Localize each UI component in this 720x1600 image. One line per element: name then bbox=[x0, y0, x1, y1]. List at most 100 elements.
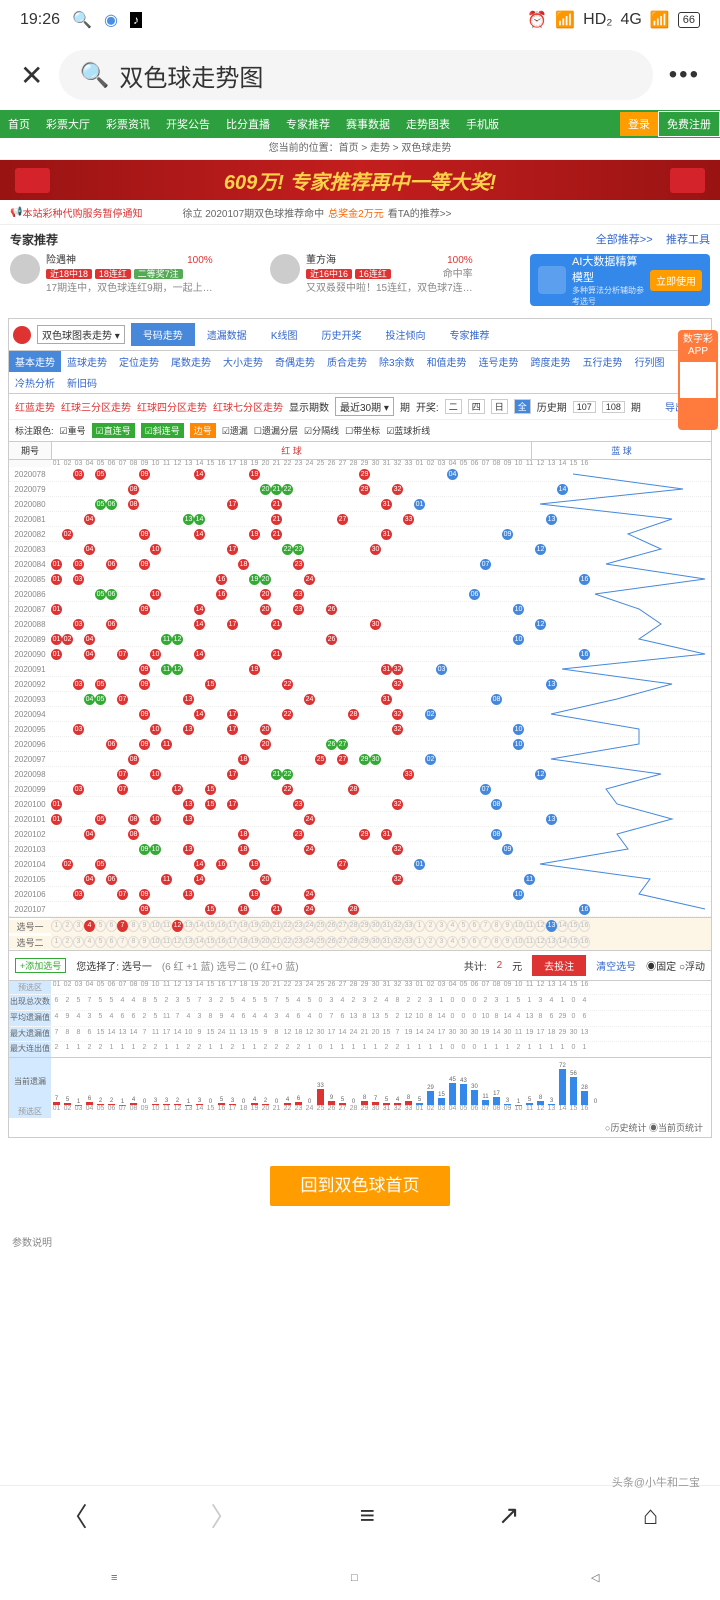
region-tab[interactable]: 红蓝走势 bbox=[15, 399, 55, 414]
nav-news[interactable]: 彩票资讯 bbox=[98, 116, 158, 132]
trend-chart: 双色球图表走势 ▾ 号码走势 遗漏数据 K线图 历史开奖 投注倾向 专家推荐 基… bbox=[8, 318, 712, 1138]
home-icon[interactable]: ⌂ bbox=[643, 1500, 659, 1531]
more-icon[interactable]: ••• bbox=[669, 61, 700, 89]
day-btn[interactable]: 日 bbox=[491, 399, 508, 414]
nav-data[interactable]: 赛事数据 bbox=[338, 116, 398, 132]
watermark: 头条@小牛和二宝 bbox=[612, 1474, 700, 1490]
sys-menu-icon[interactable]: ≡ bbox=[111, 1572, 129, 1584]
region-tab[interactable]: 红球四分区走势 bbox=[137, 399, 207, 414]
subtab[interactable]: 冷热分析 bbox=[9, 372, 61, 393]
region-tab[interactable]: 红球七分区走势 bbox=[213, 399, 283, 414]
all-experts-link[interactable]: 全部推荐>> bbox=[596, 234, 653, 246]
action-row: +添加选号 您选择了: 选号一 (6 红 +1 蓝) 选号二 (0 红+0 蓝)… bbox=[9, 950, 711, 980]
nav-trend[interactable]: 走势图表 bbox=[398, 116, 458, 132]
menu-icon[interactable]: ≡ bbox=[360, 1500, 375, 1531]
tab-kline[interactable]: K线图 bbox=[259, 323, 310, 346]
day-btn[interactable]: 二 bbox=[445, 399, 462, 414]
avatar bbox=[10, 254, 40, 284]
subtab[interactable]: 大小走势 bbox=[217, 351, 269, 372]
subtab[interactable]: 行列图 bbox=[629, 351, 671, 372]
hist-input[interactable]: 108 bbox=[602, 401, 625, 413]
breadcrumb: 您当前的位置：首页 > 走势 > 双色球走势 bbox=[0, 138, 720, 160]
subtab[interactable]: 定位走势 bbox=[113, 351, 165, 372]
expert-title: 专家推荐 bbox=[10, 231, 58, 248]
legend-chk[interactable]: ☑斜连号 bbox=[141, 423, 184, 438]
sys-back-icon[interactable]: ◁ bbox=[591, 1571, 609, 1584]
tab-miss[interactable]: 遗漏数据 bbox=[195, 323, 259, 346]
expert-section: 专家推荐 全部推荐>> 推荐工具 险遇神 100% 近18中18 18连红 二等… bbox=[0, 224, 720, 312]
wifi-icon: 📶 bbox=[555, 10, 575, 30]
tab-history[interactable]: 历史开奖 bbox=[309, 323, 373, 346]
subtab[interactable]: 除3余数 bbox=[373, 351, 421, 372]
clear-link[interactable]: 清空选号 bbox=[596, 958, 636, 973]
forward-icon[interactable]: 〉 bbox=[211, 1497, 237, 1534]
expert-card-2[interactable]: 董方海 100% 近16中16 16连红 命中率 又双叒叕中啦！15连红，双色球… bbox=[270, 254, 520, 296]
legend-row: 标注跟色: ☑重号 ☑直连号 ☑斜连号 边号 ☑遗漏 ☐遗漏分层 ☑分隔线 ☐带… bbox=[9, 420, 711, 441]
expert-card-1[interactable]: 险遇神 100% 近18中18 18连红 二等奖7注 17期连中，双色球连红9期… bbox=[10, 254, 260, 296]
subtab[interactable]: 连号走势 bbox=[473, 351, 525, 372]
notice-left[interactable]: 本站彩种代购服务暂停通知 bbox=[22, 205, 142, 220]
nav-mobile[interactable]: 手机版 bbox=[458, 116, 507, 132]
network-indicator: 4G bbox=[620, 11, 641, 29]
promo-banner[interactable]: 609万! 专家推荐再中一等大奖! bbox=[0, 160, 720, 200]
ai-model-box[interactable]: AI大数据精算模型 多种算法分析辅助参考选号 立即使用 bbox=[530, 254, 710, 306]
subtab[interactable]: 跨度走势 bbox=[525, 351, 577, 372]
cube-icon bbox=[538, 266, 566, 294]
region-tab[interactable]: 红球三分区走势 bbox=[61, 399, 131, 414]
share-icon[interactable]: ↗ bbox=[498, 1500, 520, 1531]
sys-home-icon[interactable]: □ bbox=[351, 1572, 369, 1584]
hd-indicator: HD₂ bbox=[583, 11, 612, 29]
chart-type-dropdown[interactable]: 双色球图表走势 ▾ bbox=[37, 325, 125, 344]
subtab[interactable]: 尾数走势 bbox=[165, 351, 217, 372]
ai-use-button[interactable]: 立即使用 bbox=[650, 270, 702, 291]
subtab[interactable]: 基本走势 bbox=[9, 351, 61, 372]
nav-home[interactable]: 首页 bbox=[0, 116, 38, 132]
notice-bar: 📢 本站彩种代购服务暂停通知 徐立 2020107期双色球推荐命中 总奖金2万元… bbox=[0, 200, 720, 224]
tab-expert[interactable]: 专家推荐 bbox=[437, 323, 501, 346]
hist-input[interactable]: 107 bbox=[573, 401, 596, 413]
period-select[interactable]: 最近30期 ▾ bbox=[335, 397, 394, 416]
main-tabs: 号码走势 遗漏数据 K线图 历史开奖 投注倾向 专家推荐 bbox=[131, 323, 502, 346]
subtab[interactable]: 质合走势 bbox=[321, 351, 373, 372]
subtab[interactable]: 五行走势 bbox=[577, 351, 629, 372]
legend-chk[interactable]: 边号 bbox=[190, 423, 216, 438]
side-app-promo[interactable]: 数字彩 APP bbox=[678, 330, 718, 430]
tab-number[interactable]: 号码走势 bbox=[131, 323, 195, 346]
nav-live[interactable]: 比分直播 bbox=[218, 116, 278, 132]
bet-button[interactable]: 去投注 bbox=[532, 955, 586, 976]
trend-grid: 2020078030509141929042020079082021222932… bbox=[9, 467, 711, 917]
notice-bonus: 总奖金2万元 bbox=[328, 205, 384, 220]
sub-tabs: 基本走势蓝球走势定位走势尾数走势大小走势奇偶走势质合走势除3余数和值走势连号走势… bbox=[9, 351, 711, 394]
register-button[interactable]: 免费注册 bbox=[658, 111, 720, 137]
grid-header: 期号 红 球 蓝 球 bbox=[9, 441, 711, 460]
banner-text: 609万! 专家推荐再中一等大奖! bbox=[224, 166, 496, 195]
notice-link[interactable]: 看TA的推荐>> bbox=[388, 205, 452, 220]
subtab[interactable]: 新旧码 bbox=[61, 372, 103, 393]
status-time: 19:26 bbox=[20, 11, 60, 29]
browser-nav: 〈 〉 ≡ ↗ ⌂ bbox=[0, 1485, 720, 1545]
subtab[interactable]: 蓝球走势 bbox=[61, 351, 113, 372]
search-icon: 🔍 bbox=[72, 10, 92, 30]
back-icon[interactable]: 〈 bbox=[62, 1497, 88, 1534]
region-filter: 红蓝走势 红球三分区走势 红球四分区走势 红球七分区走势 显示期数 最近30期 … bbox=[9, 394, 711, 420]
nav-results[interactable]: 开奖公告 bbox=[158, 116, 218, 132]
day-btn[interactable]: 四 bbox=[468, 399, 485, 414]
subtab[interactable]: 和值走势 bbox=[421, 351, 473, 372]
nav-hall[interactable]: 彩票大厅 bbox=[38, 116, 98, 132]
close-icon[interactable]: ✕ bbox=[20, 59, 43, 92]
notice-mid: 徐立 2020107期双色球推荐命中 bbox=[182, 205, 324, 220]
subtab[interactable]: 奇偶走势 bbox=[269, 351, 321, 372]
login-button[interactable]: 登录 bbox=[620, 112, 658, 136]
tab-bet[interactable]: 投注倾向 bbox=[373, 323, 437, 346]
rec-tools-link[interactable]: 推荐工具 bbox=[666, 234, 710, 246]
return-home-button[interactable]: 回到双色球首页 bbox=[270, 1166, 450, 1206]
nav-expert[interactable]: 专家推荐 bbox=[278, 116, 338, 132]
stats-section: 预选区0102030405060708091011121314151617181… bbox=[9, 980, 711, 1118]
all-btn[interactable]: 全 bbox=[514, 399, 531, 414]
add-selection-button[interactable]: +添加选号 bbox=[15, 958, 66, 973]
selection-rows: 选号一1234567891011121314151617181920212223… bbox=[9, 917, 711, 950]
search-text: 双色球走势图 bbox=[119, 58, 263, 93]
search-input[interactable]: 🔍 双色球走势图 bbox=[59, 50, 652, 100]
legend-chk[interactable]: ☑直连号 bbox=[92, 423, 135, 438]
status-bar: 19:26 🔍 ◉ ♪ ⏰ 📶 HD₂ 4G 📶 66 bbox=[0, 0, 720, 40]
